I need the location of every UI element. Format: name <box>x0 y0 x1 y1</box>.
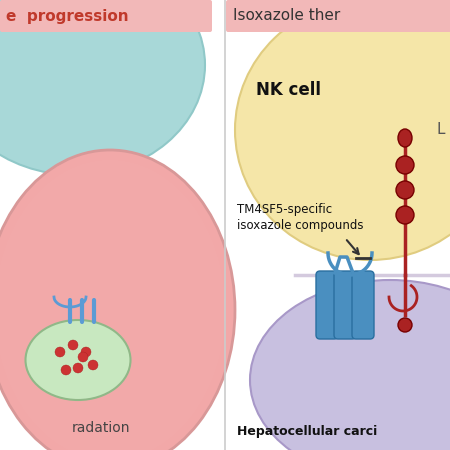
Text: L: L <box>436 122 445 138</box>
Ellipse shape <box>398 129 412 147</box>
Text: e  progression: e progression <box>6 9 129 23</box>
Text: NK cell: NK cell <box>256 81 321 99</box>
Ellipse shape <box>0 160 225 450</box>
Ellipse shape <box>250 280 450 450</box>
Ellipse shape <box>26 320 130 400</box>
Circle shape <box>78 352 88 362</box>
Text: radation: radation <box>72 421 130 435</box>
FancyBboxPatch shape <box>334 271 356 339</box>
Text: Isoxazole ther: Isoxazole ther <box>233 9 340 23</box>
Ellipse shape <box>0 0 205 175</box>
Text: Hepatocellular carci: Hepatocellular carci <box>237 426 377 438</box>
Circle shape <box>396 181 414 199</box>
Circle shape <box>88 360 98 370</box>
Circle shape <box>61 365 71 375</box>
FancyBboxPatch shape <box>352 271 374 339</box>
Circle shape <box>73 363 83 373</box>
Circle shape <box>398 318 412 332</box>
Circle shape <box>68 340 78 350</box>
Circle shape <box>81 347 91 357</box>
Ellipse shape <box>0 150 235 450</box>
Circle shape <box>55 347 65 357</box>
Text: isoxazole compounds: isoxazole compounds <box>237 219 364 231</box>
FancyBboxPatch shape <box>226 0 450 32</box>
Circle shape <box>396 156 414 174</box>
FancyBboxPatch shape <box>316 271 338 339</box>
Circle shape <box>396 206 414 224</box>
FancyBboxPatch shape <box>0 0 212 32</box>
Text: TM4SF5-specific: TM4SF5-specific <box>237 203 332 216</box>
Ellipse shape <box>235 0 450 260</box>
